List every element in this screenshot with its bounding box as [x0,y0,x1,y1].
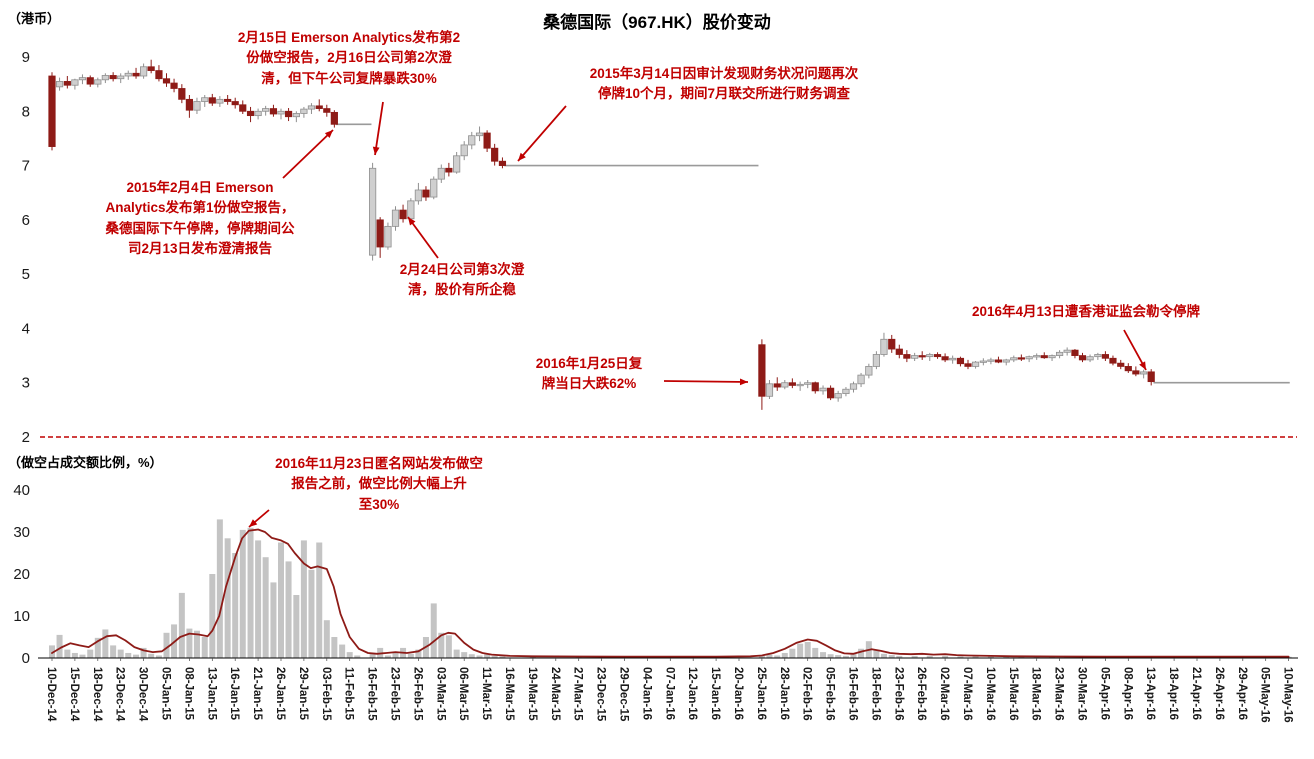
chart-title: 桑德国际（967.HK）股价变动 [543,13,771,32]
svg-text:24-Mar-15: 24-Mar-15 [549,667,561,721]
svg-text:25-Jan-16: 25-Jan-16 [755,667,767,720]
svg-text:26-Apr-16: 26-Apr-16 [1213,667,1225,720]
svg-text:15-Dec-14: 15-Dec-14 [68,667,80,722]
svg-text:08-Jan-15: 08-Jan-15 [182,667,194,721]
svg-text:21-Apr-16: 21-Apr-16 [1190,667,1202,720]
svg-text:30-Mar-16: 30-Mar-16 [1076,667,1088,721]
svg-text:05-Feb-16: 05-Feb-16 [824,667,836,721]
annotation-short-ratio-surge: 2016年11月23日匿名网站发布做空 报告之前，做空比例大幅上升 至30% [275,456,483,512]
svg-text:0: 0 [22,650,30,667]
svg-text:9: 9 [22,49,30,66]
svg-text:28-Jan-16: 28-Jan-16 [778,667,790,720]
svg-text:30: 30 [13,524,30,541]
annotation-arrows [248,101,1147,528]
svg-text:7: 7 [22,158,30,175]
annotation-emerson-2nd-report: 2月15日 Emerson Analytics发布第2 份做空报告，2月16日公… [237,30,461,86]
svg-text:05-May-16: 05-May-16 [1259,667,1271,723]
svg-text:20-Jan-16: 20-Jan-16 [732,667,744,720]
svg-text:02-Mar-16: 02-Mar-16 [938,667,950,721]
annotation-audit-suspension: 2015年3月14日因审计发现财务状况问题再次 停牌10个月，期间7月联交所进行… [589,66,859,102]
svg-text:02-Feb-16: 02-Feb-16 [801,667,813,721]
svg-text:29-Jan-15: 29-Jan-15 [297,667,309,721]
price-axis-label: （港币） [8,11,61,26]
svg-text:2: 2 [22,429,30,446]
svg-text:12-Jan-16: 12-Jan-16 [686,667,698,720]
svg-text:18-Dec-14: 18-Dec-14 [91,667,103,722]
svg-text:29-Dec-15: 29-Dec-15 [618,667,630,722]
annotation-third-clarification: 2月24日公司第3次澄 清，股价有所企稳 [399,262,525,298]
svg-text:08-Apr-16: 08-Apr-16 [1121,667,1133,720]
svg-text:03-Feb-15: 03-Feb-15 [320,667,332,721]
annotation-emerson-1st-report: 2015年2月4日 Emerson Analytics发布第1份做空报告， 桑德… [105,180,295,256]
svg-text:16-Jan-15: 16-Jan-15 [228,667,240,721]
svg-text:26-Feb-15: 26-Feb-15 [411,667,423,721]
svg-text:04-Jan-16: 04-Jan-16 [640,667,652,720]
svg-text:29-Apr-16: 29-Apr-16 [1236,667,1248,720]
ratio-panel: 40 30 20 10 0 [13,482,1298,667]
svg-text:10-Dec-14: 10-Dec-14 [45,667,57,722]
svg-text:23-Dec-15: 23-Dec-15 [595,667,607,722]
svg-text:10-Mar-16: 10-Mar-16 [984,667,996,721]
svg-text:10: 10 [13,608,30,625]
svg-text:06-Mar-15: 06-Mar-15 [457,667,469,721]
ratio-axis-label: （做空占成交额比例，%） [8,455,163,470]
svg-text:6: 6 [22,212,30,229]
svg-text:13-Apr-16: 13-Apr-16 [1144,667,1156,720]
svg-text:16-Feb-15: 16-Feb-15 [366,667,378,721]
svg-text:15-Jan-16: 15-Jan-16 [709,667,721,720]
svg-text:18-Apr-16: 18-Apr-16 [1167,667,1179,720]
svg-text:19-Mar-15: 19-Mar-15 [526,667,538,721]
svg-text:21-Jan-15: 21-Jan-15 [251,667,263,721]
svg-text:5: 5 [22,266,30,283]
svg-text:03-Mar-15: 03-Mar-15 [434,667,446,721]
svg-text:13-Jan-15: 13-Jan-15 [205,667,217,721]
svg-text:18-Mar-16: 18-Mar-16 [1030,667,1042,721]
svg-text:07-Mar-16: 07-Mar-16 [961,667,973,721]
svg-text:26-Jan-15: 26-Jan-15 [274,667,286,721]
svg-text:8: 8 [22,103,30,120]
svg-text:26-Feb-16: 26-Feb-16 [915,667,927,721]
svg-text:23-Feb-16: 23-Feb-16 [892,667,904,721]
svg-text:30-Dec-14: 30-Dec-14 [137,667,149,722]
svg-text:11-Feb-15: 11-Feb-15 [343,667,355,721]
svg-text:27-Mar-15: 27-Mar-15 [572,667,584,721]
svg-text:18-Feb-16: 18-Feb-16 [869,667,881,721]
svg-text:40: 40 [13,482,30,499]
svg-text:23-Dec-14: 23-Dec-14 [114,667,126,722]
svg-text:23-Mar-16: 23-Mar-16 [1053,667,1065,721]
svg-text:15-Mar-16: 15-Mar-16 [1007,667,1019,721]
svg-text:07-Jan-16: 07-Jan-16 [663,667,675,720]
svg-text:11-Mar-15: 11-Mar-15 [480,667,492,721]
svg-text:3: 3 [22,375,30,392]
x-axis: 10-Dec-14 15-Dec-14 18-Dec-14 23-Dec-14 30-D… [45,658,1294,723]
svg-text:10-May-16: 10-May-16 [1282,667,1294,723]
svg-text:23-Feb-15: 23-Feb-15 [389,667,401,721]
svg-text:16-Feb-16: 16-Feb-16 [847,667,859,721]
svg-text:05-Apr-16: 05-Apr-16 [1098,667,1110,720]
svg-text:16-Mar-15: 16-Mar-15 [503,667,515,721]
annotation-sfc-suspension: 2016年4月13日遭香港证监会勒令停牌 [971,304,1201,319]
price-panel: 9 8 7 6 5 4 3 2 [22,49,1297,446]
svg-text:20: 20 [13,566,30,583]
svg-text:4: 4 [22,320,30,337]
annotation-resume-crash-62: 2016年1月25日复 牌当日大跌62% [535,356,643,392]
svg-text:05-Jan-15: 05-Jan-15 [160,667,172,721]
